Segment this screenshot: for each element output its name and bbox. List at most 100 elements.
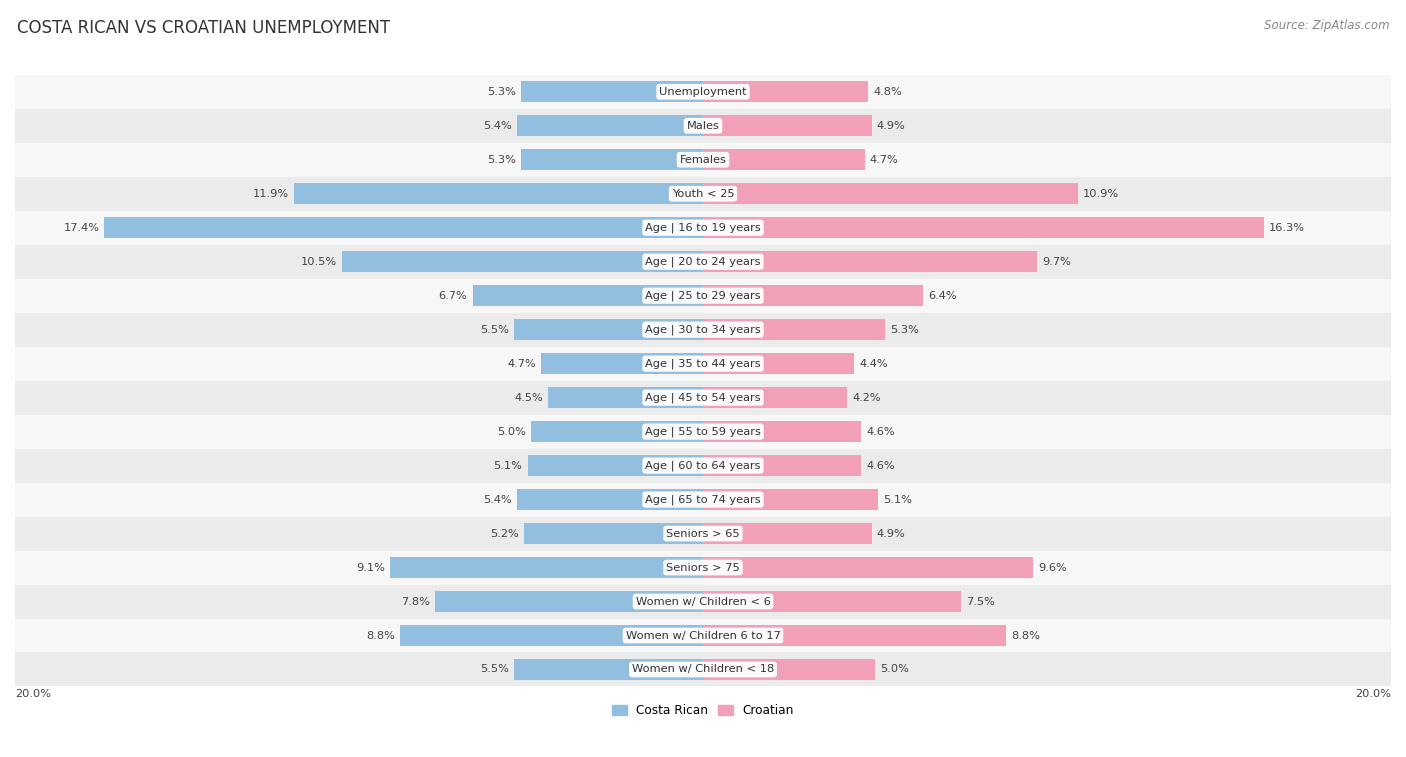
- Bar: [15, 415, 1391, 449]
- Text: 7.5%: 7.5%: [966, 597, 995, 606]
- Text: Age | 35 to 44 years: Age | 35 to 44 years: [645, 358, 761, 369]
- Text: 5.5%: 5.5%: [479, 665, 509, 674]
- Text: 4.8%: 4.8%: [873, 87, 903, 97]
- Text: Age | 20 to 24 years: Age | 20 to 24 years: [645, 257, 761, 267]
- Bar: [527, 455, 703, 476]
- Bar: [15, 653, 1391, 687]
- Bar: [703, 523, 872, 544]
- Text: Unemployment: Unemployment: [659, 87, 747, 97]
- Text: 8.8%: 8.8%: [366, 631, 395, 640]
- Bar: [703, 319, 886, 340]
- Text: Seniors > 75: Seniors > 75: [666, 562, 740, 572]
- Text: 16.3%: 16.3%: [1268, 223, 1305, 232]
- Bar: [531, 421, 703, 442]
- Text: 4.6%: 4.6%: [866, 427, 896, 437]
- Text: 5.2%: 5.2%: [491, 528, 519, 538]
- Bar: [15, 279, 1391, 313]
- Text: 20.0%: 20.0%: [1355, 689, 1391, 699]
- Text: 9.6%: 9.6%: [1039, 562, 1067, 572]
- Bar: [703, 557, 1033, 578]
- Bar: [517, 115, 703, 136]
- Bar: [703, 421, 862, 442]
- Bar: [703, 149, 865, 170]
- Text: 5.3%: 5.3%: [486, 87, 516, 97]
- Text: 5.1%: 5.1%: [494, 460, 523, 471]
- Text: 9.7%: 9.7%: [1042, 257, 1071, 266]
- Bar: [15, 449, 1391, 482]
- Bar: [703, 659, 875, 680]
- Bar: [524, 523, 703, 544]
- Text: 11.9%: 11.9%: [252, 188, 288, 199]
- Text: 4.7%: 4.7%: [508, 359, 536, 369]
- Bar: [703, 285, 924, 307]
- Text: 5.3%: 5.3%: [890, 325, 920, 335]
- Text: 4.5%: 4.5%: [515, 393, 543, 403]
- Bar: [389, 557, 703, 578]
- Bar: [703, 455, 862, 476]
- Bar: [703, 489, 879, 510]
- Text: Age | 65 to 74 years: Age | 65 to 74 years: [645, 494, 761, 505]
- Text: Age | 45 to 54 years: Age | 45 to 54 years: [645, 392, 761, 403]
- Text: 20.0%: 20.0%: [15, 689, 51, 699]
- Text: 4.4%: 4.4%: [859, 359, 889, 369]
- Bar: [401, 625, 703, 646]
- Bar: [15, 109, 1391, 143]
- Text: 17.4%: 17.4%: [63, 223, 100, 232]
- Text: Women w/ Children < 18: Women w/ Children < 18: [631, 665, 775, 674]
- Bar: [703, 625, 1005, 646]
- Text: 4.6%: 4.6%: [866, 460, 896, 471]
- Text: 6.4%: 6.4%: [928, 291, 957, 301]
- Bar: [541, 353, 703, 374]
- Text: 9.1%: 9.1%: [356, 562, 385, 572]
- Bar: [15, 618, 1391, 653]
- Bar: [703, 251, 1036, 273]
- Bar: [703, 217, 1264, 238]
- Text: Youth < 25: Youth < 25: [672, 188, 734, 199]
- Text: Males: Males: [686, 121, 720, 131]
- Text: Age | 16 to 19 years: Age | 16 to 19 years: [645, 223, 761, 233]
- Bar: [15, 210, 1391, 245]
- Text: Seniors > 65: Seniors > 65: [666, 528, 740, 538]
- Bar: [517, 489, 703, 510]
- Bar: [520, 149, 703, 170]
- Text: Source: ZipAtlas.com: Source: ZipAtlas.com: [1264, 19, 1389, 32]
- Bar: [15, 313, 1391, 347]
- Bar: [703, 183, 1078, 204]
- Bar: [15, 143, 1391, 176]
- Bar: [15, 245, 1391, 279]
- Bar: [520, 81, 703, 102]
- Bar: [703, 81, 868, 102]
- Bar: [15, 482, 1391, 516]
- Bar: [15, 516, 1391, 550]
- Bar: [342, 251, 703, 273]
- Text: 5.1%: 5.1%: [883, 494, 912, 505]
- Text: 10.9%: 10.9%: [1083, 188, 1119, 199]
- Text: 10.5%: 10.5%: [301, 257, 336, 266]
- Text: 4.9%: 4.9%: [877, 121, 905, 131]
- Bar: [703, 115, 872, 136]
- Bar: [513, 659, 703, 680]
- Text: 8.8%: 8.8%: [1011, 631, 1040, 640]
- Bar: [513, 319, 703, 340]
- Bar: [703, 353, 855, 374]
- Bar: [15, 584, 1391, 618]
- Text: 4.9%: 4.9%: [877, 528, 905, 538]
- Text: 5.0%: 5.0%: [880, 665, 910, 674]
- Bar: [434, 591, 703, 612]
- Text: 5.4%: 5.4%: [484, 494, 512, 505]
- Bar: [15, 176, 1391, 210]
- Text: COSTA RICAN VS CROATIAN UNEMPLOYMENT: COSTA RICAN VS CROATIAN UNEMPLOYMENT: [17, 19, 389, 37]
- Text: 4.2%: 4.2%: [852, 393, 882, 403]
- Text: 7.8%: 7.8%: [401, 597, 429, 606]
- Bar: [703, 387, 848, 408]
- Bar: [472, 285, 703, 307]
- Text: 5.3%: 5.3%: [486, 154, 516, 165]
- Bar: [15, 347, 1391, 381]
- Text: Females: Females: [679, 154, 727, 165]
- Text: Women w/ Children < 6: Women w/ Children < 6: [636, 597, 770, 606]
- Bar: [15, 75, 1391, 109]
- Text: 5.0%: 5.0%: [496, 427, 526, 437]
- Bar: [548, 387, 703, 408]
- Bar: [15, 381, 1391, 415]
- Bar: [104, 217, 703, 238]
